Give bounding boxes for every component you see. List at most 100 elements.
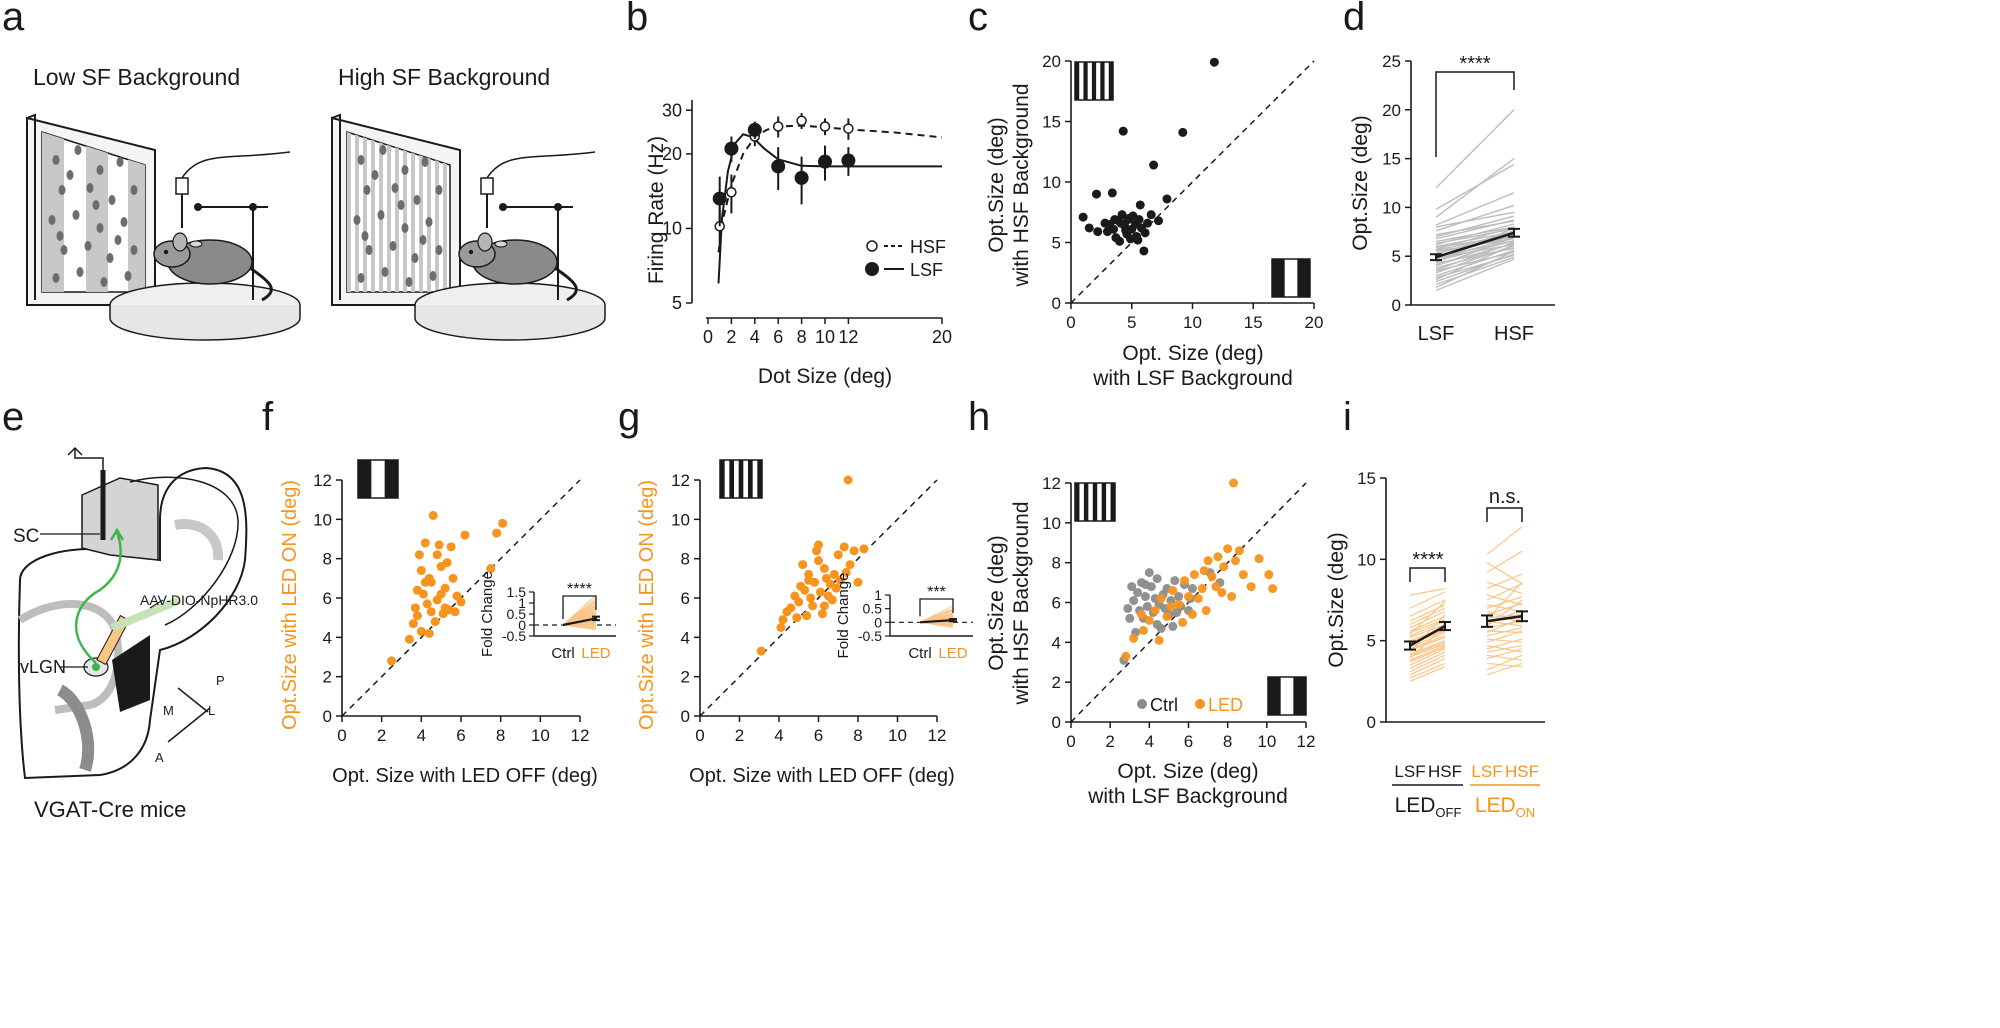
data-point (498, 518, 508, 528)
screen-dot (58, 185, 66, 195)
pair-line (1435, 226, 1515, 251)
category-label: LSF (1394, 762, 1425, 781)
pair-line-off (1409, 644, 1446, 661)
mean-line (1486, 615, 1523, 623)
data-point-led (1217, 588, 1227, 598)
data-point (436, 589, 446, 599)
y-tick-label: 5 (672, 293, 682, 313)
screen-dot (96, 223, 104, 233)
pair-line-on (1486, 599, 1523, 627)
compass-m: M (163, 703, 174, 718)
data-point (845, 560, 855, 570)
grating-bar (358, 460, 372, 498)
screen-dot (371, 170, 379, 180)
panel-label-f: f (262, 395, 274, 439)
y-tick-label: 0 (323, 707, 332, 726)
x-tick-label: 12 (571, 726, 590, 745)
y-tick-label: 0 (1392, 296, 1401, 315)
y-axis-title: Opt.Size (deg) (985, 535, 1008, 670)
point-hsf (772, 121, 784, 132)
screen-dot (365, 245, 373, 255)
x-tick-label: 10 (815, 327, 835, 347)
compass-l: L (208, 703, 215, 718)
x-tick-label: 0 (703, 327, 713, 347)
inset-y-tick-label: -0.5 (858, 628, 882, 644)
bracket-on (1486, 507, 1523, 522)
screen-dot (108, 195, 116, 205)
inset-y-tick-label: 1 (518, 595, 526, 611)
screen-dot (411, 253, 419, 263)
screen-stripe (363, 132, 367, 292)
point-lsf (747, 122, 762, 137)
chart-d: 0 5 10 15 20 25 LSF HSF **** Opt.Size (deg) (1349, 52, 1555, 345)
pair-line (1435, 215, 1515, 238)
x-tick-label: 15 (1244, 313, 1263, 332)
pair-line-on (1486, 581, 1523, 620)
screen-dot (92, 200, 100, 210)
y-tick-label: 5 (1392, 247, 1401, 266)
screen-stripe (443, 132, 447, 292)
data-point (829, 569, 839, 579)
pair-line-on (1486, 654, 1523, 671)
pair-line-off (1409, 631, 1446, 648)
pair-line-off (1409, 651, 1446, 669)
data-point-ctrl (1140, 592, 1150, 602)
grating-icon (1267, 676, 1307, 716)
data-point-ctrl (1144, 568, 1154, 578)
legend-marker-hsf (866, 240, 878, 252)
x-tick-label: 10 (888, 726, 907, 745)
x-tick-label: 2 (726, 327, 736, 347)
inset-y-tick-label: 1 (874, 587, 882, 603)
pair-line-on (1486, 654, 1523, 661)
x-tick-label: 4 (750, 327, 760, 347)
inset-significance: **** (567, 581, 592, 598)
caption-vgat: VGAT-Cre mice (34, 797, 186, 822)
significance-on: n.s. (1489, 486, 1521, 508)
panel-label-b: b (626, 0, 648, 39)
inset-y-tick-label: 0.5 (507, 606, 527, 622)
data-point (841, 567, 851, 577)
x-tick-label: 12 (838, 327, 858, 347)
y-tick-label: 10 (1042, 173, 1061, 192)
screen-stripe (403, 132, 407, 292)
data-point-led (1180, 576, 1190, 586)
grating-icon (719, 459, 763, 499)
data-point (1134, 215, 1144, 225)
data-point (408, 619, 418, 629)
screen-dot (52, 273, 60, 283)
data-point-ctrl (1129, 596, 1139, 606)
panel-label-d: d (1343, 0, 1365, 39)
pair-line-off (1409, 640, 1446, 655)
y-tick-label: 12 (1042, 474, 1061, 493)
screen-dot (397, 200, 405, 210)
data-point-led (1121, 651, 1131, 661)
legend-label-ctrl: Ctrl (1150, 695, 1178, 715)
grating-bar (757, 460, 762, 498)
y-tick-label: 12 (313, 471, 332, 490)
inset-category-led: LED (938, 645, 967, 662)
x-tick-label: 10 (531, 726, 550, 745)
pair-line (1435, 223, 1515, 246)
pair-line (1435, 236, 1515, 260)
data-point (1140, 228, 1150, 238)
data-point-led (1187, 609, 1197, 619)
label-low-sf: Low SF Background (33, 64, 240, 90)
data-point (756, 646, 766, 656)
data-point (849, 546, 859, 556)
y-tick-label: 0 (1367, 713, 1376, 732)
y-tick-label: 5 (1052, 234, 1061, 253)
point-lsf (712, 191, 727, 206)
data-point (442, 558, 452, 568)
data-point (1149, 160, 1159, 170)
screen-dot (401, 223, 409, 233)
pair-line-on (1486, 614, 1523, 619)
point-lsf (771, 159, 786, 174)
data-point-ctrl (1125, 613, 1135, 623)
x-tick-label: 6 (814, 726, 823, 745)
data-point-led (1219, 562, 1229, 572)
point-lsf (794, 170, 809, 185)
pair-line-off (1409, 648, 1446, 666)
data-point (800, 585, 810, 595)
x-tick-label: 8 (853, 726, 862, 745)
